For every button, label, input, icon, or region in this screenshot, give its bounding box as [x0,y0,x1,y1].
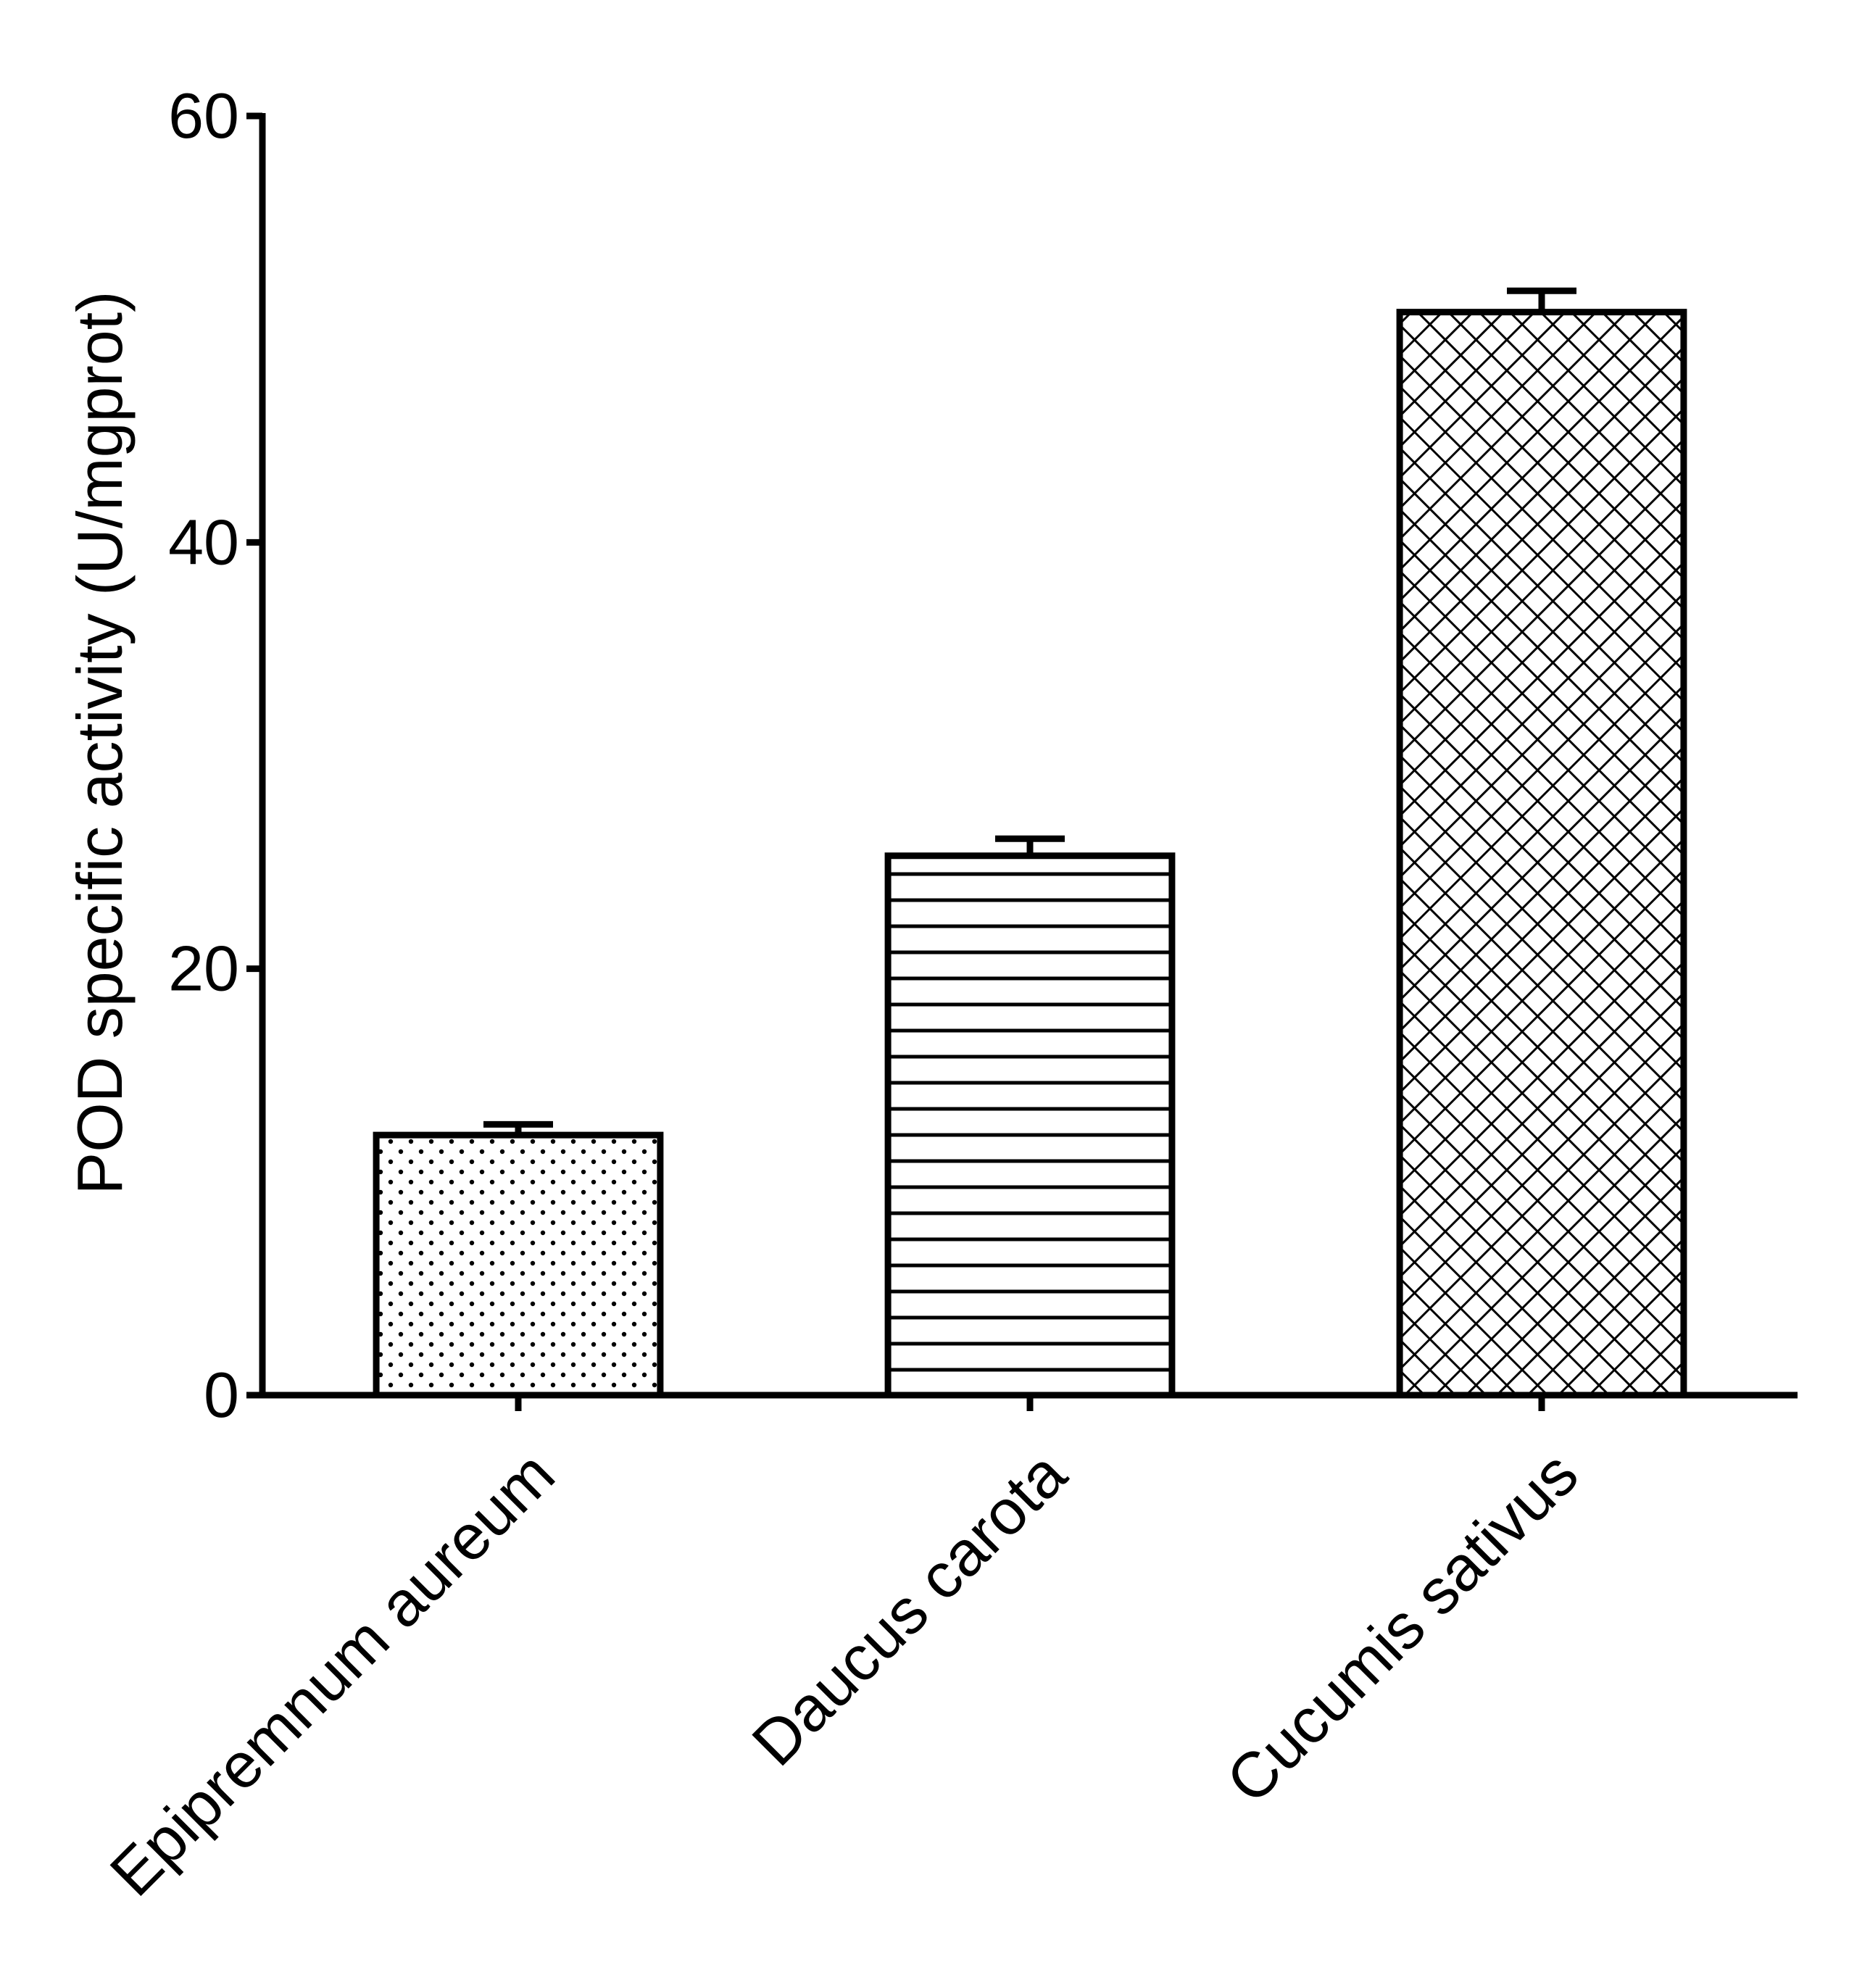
y-tick-label: 20 [168,933,239,1005]
x-category-label: Epipremnum aureum [96,1438,568,1910]
x-category-labels: Epipremnum aureum Daucus carota Cucumis sa… [96,1438,1592,1910]
bar-daucus-carota [884,852,1176,1399]
bar-epipremnum-aureum [373,1131,664,1399]
y-tick-label: 60 [168,80,239,151]
axes [246,113,1798,1399]
y-tick-label: 0 [204,1359,239,1431]
x-category-label: Daucus carota [738,1438,1079,1779]
error-bars [483,287,1576,1411]
y-tick-label: 40 [168,506,239,578]
y-axis-title: POD specific activity (U/mgprot) [64,291,136,1195]
bar-cucumis-sativus [1396,309,1687,1399]
x-category-label: Cucumis sativus [1213,1438,1592,1817]
y-ticks: 0 20 40 60 [168,80,262,1431]
